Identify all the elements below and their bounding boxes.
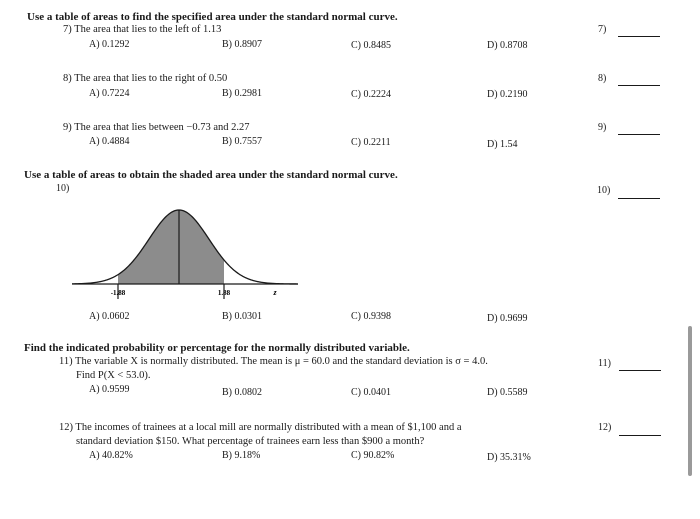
q7-choice-a: A) 0.1292 <box>89 39 130 50</box>
q11-choice-d: D) 0.5589 <box>487 387 528 398</box>
question-11-text: 11) The variable X is normally distribut… <box>59 356 488 367</box>
q12-choice-a: A) 40.82% <box>89 450 133 461</box>
q7-choice-c: C) 0.8485 <box>351 40 391 51</box>
q12-choice-b: B) 9.18% <box>222 450 261 461</box>
question-12-text: 12) The incomes of trainees at a local m… <box>59 422 462 433</box>
scrollbar[interactable] <box>688 326 692 476</box>
question-8-text: 8) The area that lies to the right of 0.… <box>63 73 228 84</box>
answer-label-9: 9) <box>598 122 607 133</box>
q10-choice-c: C) 0.9398 <box>351 311 391 322</box>
q8-choice-b: B) 0.2981 <box>222 88 262 99</box>
answer-label-12: 12) <box>598 422 612 433</box>
question-10-number: 10) <box>56 183 70 194</box>
q12-choice-d: D) 35.31% <box>487 452 531 463</box>
q10-choice-a: A) 0.0602 <box>89 311 130 322</box>
section-instruction: Use a table of areas to find the specifi… <box>27 11 398 23</box>
q10-choice-b: B) 0.0301 <box>222 311 262 322</box>
answer-label-11: 11) <box>598 358 611 369</box>
question-7-text: 7) The area that lies to the left of 1.1… <box>63 24 222 35</box>
q8-choice-a: A) 0.7224 <box>89 88 130 99</box>
answer-blank-10[interactable] <box>618 198 660 199</box>
normal-curve-graph: -1.88 1.88 z <box>71 209 298 299</box>
q7-choice-b: B) 0.8907 <box>222 39 262 50</box>
answer-blank-11[interactable] <box>619 370 661 371</box>
answer-blank-7[interactable] <box>618 36 660 37</box>
q11-choice-b: B) 0.0802 <box>222 387 262 398</box>
q8-choice-c: C) 0.2224 <box>351 89 391 100</box>
q7-choice-d: D) 0.8708 <box>487 40 528 51</box>
label-right: 1.88 <box>218 289 231 297</box>
label-axis: z <box>272 288 277 297</box>
q11-choice-a: A) 0.9599 <box>89 384 130 395</box>
q9-choice-c: C) 0.2211 <box>351 137 391 148</box>
answer-label-7: 7) <box>598 24 607 35</box>
question-11-text-line2: Find P(X < 53.0). <box>76 370 151 381</box>
label-left: -1.88 <box>111 289 126 297</box>
q9-choice-b: B) 0.7557 <box>222 136 262 147</box>
answer-label-8: 8) <box>598 73 607 84</box>
question-9-text: 9) The area that lies between −0.73 and … <box>63 122 250 133</box>
section-instruction: Use a table of areas to obtain the shade… <box>24 169 398 181</box>
q11-choice-c: C) 0.0401 <box>351 387 391 398</box>
question-12-text-line2: standard deviation $150. What percentage… <box>76 436 425 447</box>
q8-choice-d: D) 0.2190 <box>487 89 528 100</box>
q10-choice-d: D) 0.9699 <box>487 313 528 324</box>
q9-choice-d: D) 1.54 <box>487 139 518 150</box>
answer-blank-12[interactable] <box>619 435 661 436</box>
normal-curve <box>71 209 298 285</box>
answer-blank-8[interactable] <box>618 85 660 86</box>
q12-choice-c: C) 90.82% <box>351 450 395 461</box>
shaded-area <box>118 210 224 284</box>
answer-blank-9[interactable] <box>618 134 660 135</box>
answer-label-10: 10) <box>597 185 611 196</box>
q9-choice-a: A) 0.4884 <box>89 136 130 147</box>
section-instruction: Find the indicated probability or percen… <box>24 342 410 354</box>
